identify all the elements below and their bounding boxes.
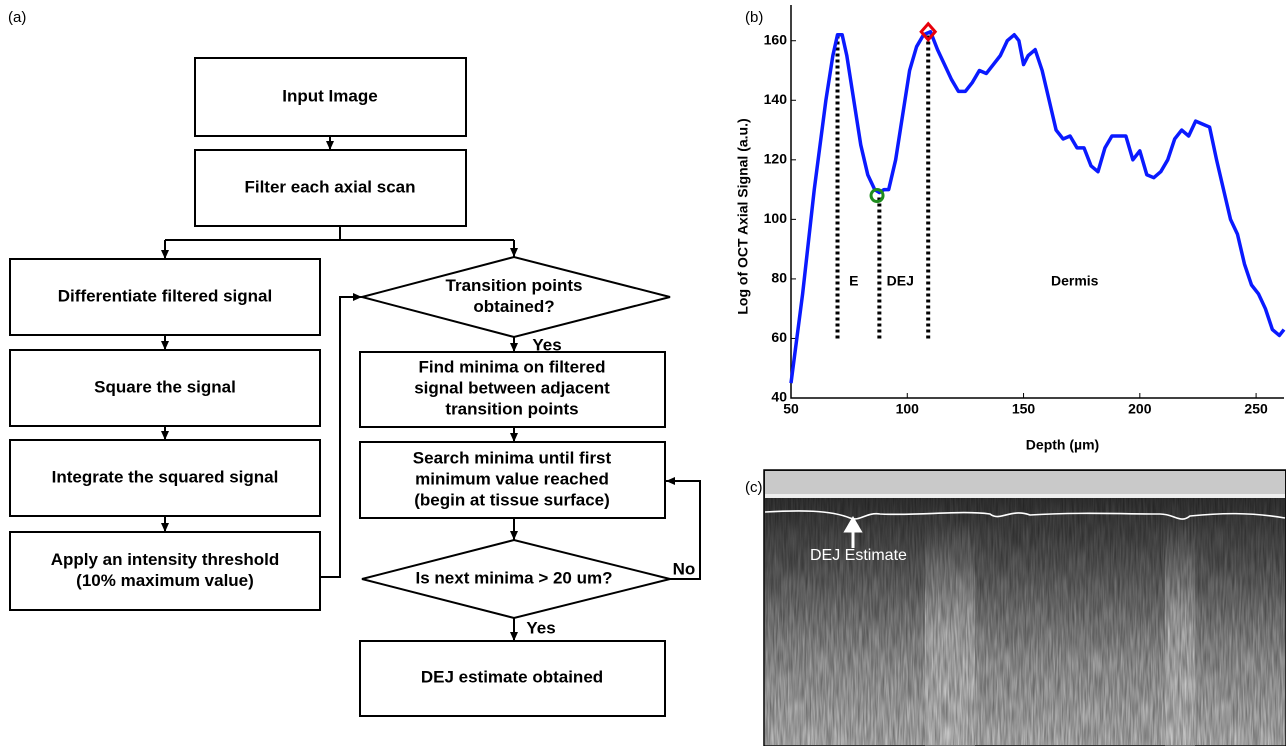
node-label: transition points	[445, 399, 578, 418]
image-texture	[765, 498, 1285, 745]
edge-label: Yes	[526, 618, 555, 637]
y-tick-label: 100	[764, 210, 788, 226]
panel-label: (b)	[745, 9, 763, 26]
y-axis-label: Log of OCT Axial Signal (a.u.)	[735, 118, 751, 314]
y-tick-label: 60	[771, 329, 787, 345]
node-label: Is next minima > 20 um?	[416, 568, 613, 587]
x-axis-label: Depth (µm)	[1026, 437, 1099, 453]
figure: (a) (b) (c) Input ImageFilter ea	[0, 0, 1286, 746]
x-tick-label: 200	[1128, 401, 1152, 417]
annotation: Dermis	[1051, 273, 1099, 289]
panel-label: (c)	[745, 479, 763, 496]
node-label: (10% maximum value)	[76, 571, 254, 590]
oct-image: DEJ Estimate	[764, 470, 1286, 746]
node-label: Differentiate filtered signal	[58, 286, 272, 305]
signal-line	[791, 32, 1284, 383]
x-tick-label: 150	[1012, 401, 1036, 417]
node-label: Integrate the squared signal	[52, 467, 279, 486]
node-label: Transition points	[446, 276, 583, 295]
x-tick-label: 100	[896, 401, 920, 417]
panel-label: (a)	[8, 9, 26, 26]
node-label: minimum value reached	[415, 469, 609, 488]
node-label: DEJ estimate obtained	[421, 667, 603, 686]
node-label: Input Image	[282, 86, 377, 105]
image-annotation: DEJ Estimate	[810, 547, 907, 564]
annotation: DEJ	[887, 273, 914, 289]
node-label: Apply an intensity threshold	[51, 550, 280, 569]
flowchart: Input Image Filter each axial scan Differe…	[10, 58, 700, 716]
y-tick-label: 160	[764, 31, 788, 47]
node-label: signal between adjacent	[414, 378, 610, 397]
node-label: Square the signal	[94, 377, 236, 396]
x-tick-label: 250	[1244, 401, 1268, 417]
axis	[791, 5, 1284, 398]
edge-label: No	[673, 559, 696, 578]
y-tick-label: 120	[764, 151, 788, 167]
y-tick-label: 140	[764, 91, 788, 107]
y-tick-label: 80	[771, 270, 787, 286]
node-label: Find minima on filtered	[418, 357, 605, 376]
y-tick-label: 40	[771, 389, 787, 405]
image-surface	[765, 471, 1285, 495]
node-label: (begin at tissue surface)	[414, 490, 610, 509]
node-label: obtained?	[473, 297, 554, 316]
edge-label: Yes	[532, 335, 561, 354]
image-surface	[765, 494, 1285, 498]
node-label: Filter each axial scan	[244, 177, 415, 196]
node-label: Search minima until first	[413, 448, 612, 467]
annotation: E	[849, 273, 858, 289]
